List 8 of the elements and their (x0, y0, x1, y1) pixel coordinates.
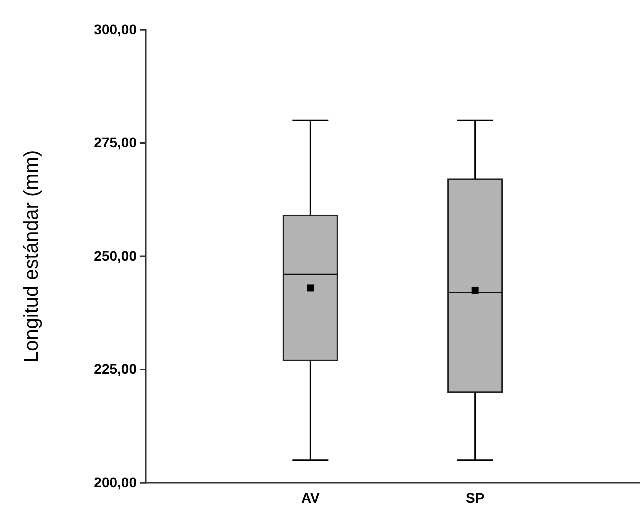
y-tick-label: 250,00 (94, 248, 138, 264)
y-tick-label: 225,00 (94, 361, 138, 378)
x-tick-label: SP (466, 490, 485, 506)
y-axis-title: Longitud estándar (mm) (21, 150, 43, 363)
y-tick-label: 275,00 (94, 134, 138, 151)
y-tick-label: 300,00 (94, 21, 138, 38)
x-tick-label: AV (301, 490, 321, 506)
y-tick-label: 200,00 (94, 474, 138, 490)
